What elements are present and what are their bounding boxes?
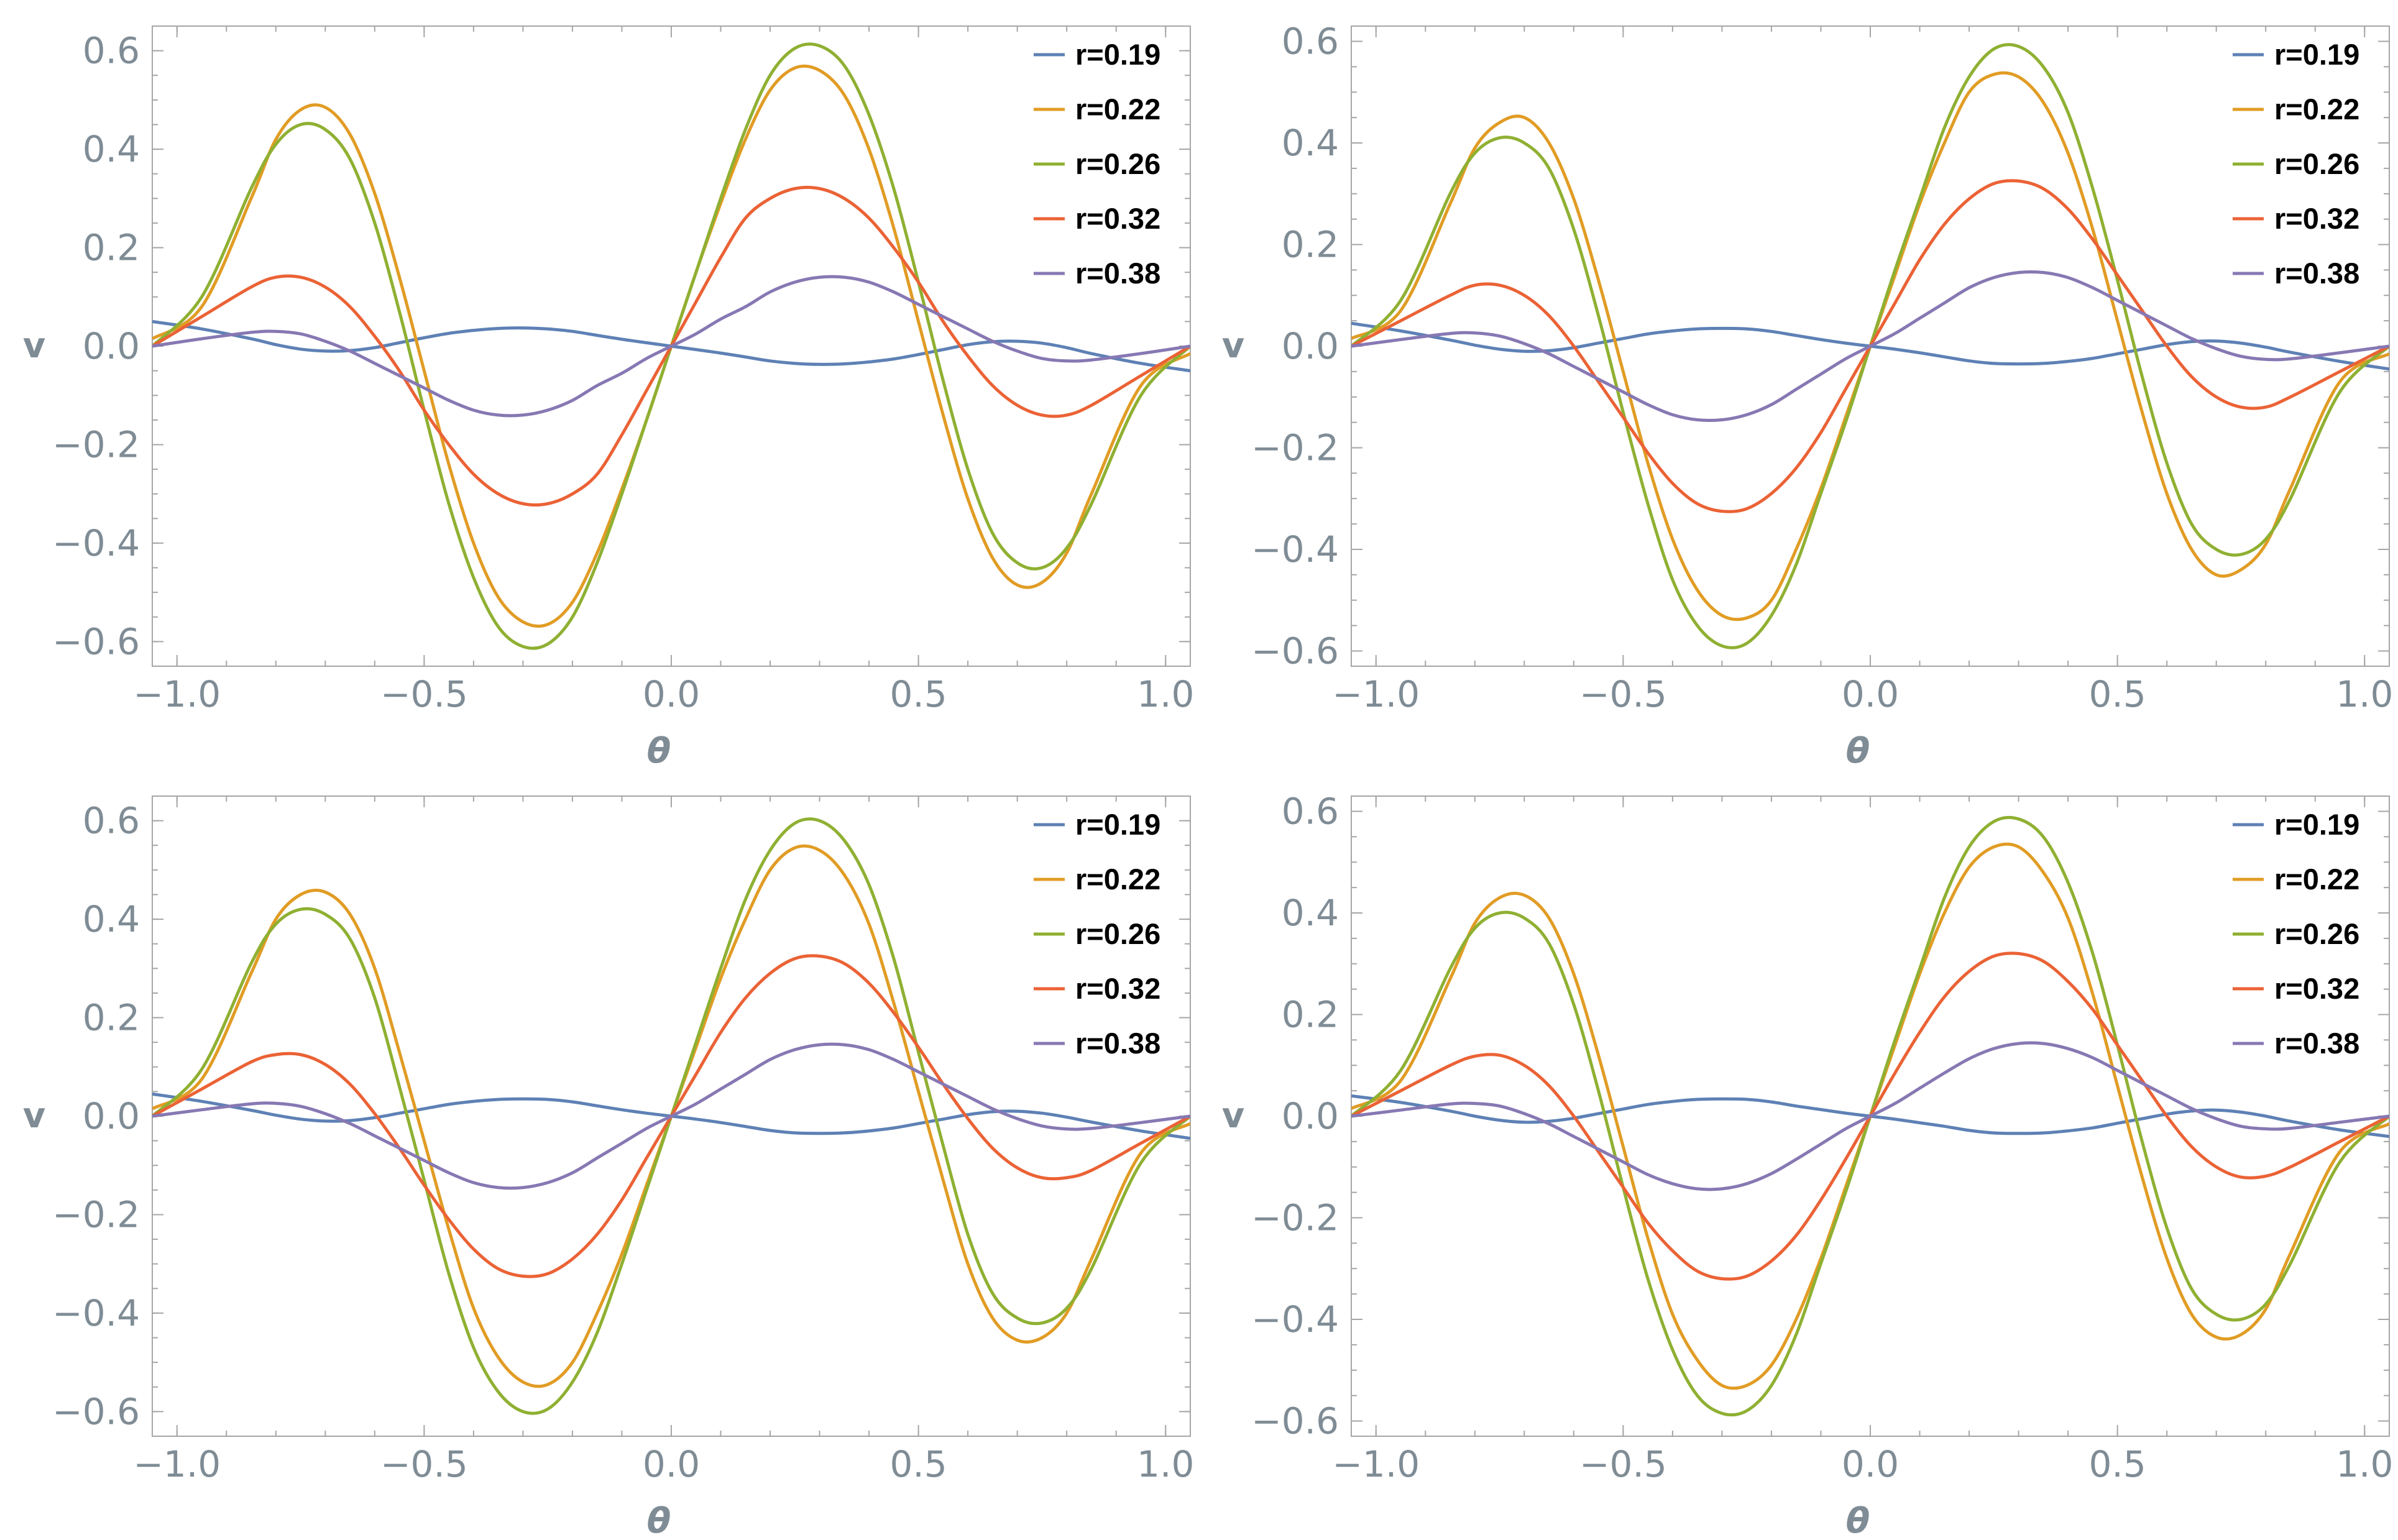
x-tick-label: 0.0 <box>1842 1443 1899 1485</box>
x-tick-label: 0.0 <box>1842 673 1899 715</box>
x-tick-label: 0.0 <box>643 673 700 715</box>
y-tick-label: 0.4 <box>83 128 140 170</box>
y-tick-label: 0.6 <box>1282 21 1339 63</box>
chart-svg-top-right: −1.0 −0.5 0.0 0.5 1.0 −0.6 −0.4 −0.2 0.0 0.2 0.4 0.… <box>1199 0 2398 770</box>
y-axis-title: v <box>23 1096 46 1136</box>
x-tick-label: 0.5 <box>2088 673 2146 715</box>
chart-panel-bottom-right: −1.0 −0.5 0.0 0.5 1.0 −0.6 −0.4 −0.2 0.0 0.2 0.4 0.… <box>1199 770 2398 1540</box>
series-lines <box>1351 817 2389 1414</box>
chart-svg-bottom-right: −1.0 −0.5 0.0 0.5 1.0 −0.6 −0.4 −0.2 0.0 0.2 0.4 0.… <box>1199 770 2398 1540</box>
y-tick-label: 0.4 <box>83 898 140 940</box>
x-tick-label: −1.0 <box>133 673 221 715</box>
legend-label-r-0-38: r=0.38 <box>2274 257 2359 290</box>
x-tick-label: 0.5 <box>889 1443 947 1485</box>
legend: r=0.19 r=0.22 r=0.26 r=0.32 r=0.38 <box>1034 38 1160 290</box>
y-tick-label: 0.4 <box>1282 892 1339 934</box>
chart-panel-top-left: −1.0 −0.5 0.0 0.5 1.0 −0.6 −0.4 −0.2 0.0 0.2 0.4 0.… <box>0 0 1199 770</box>
x-tick-label: −0.5 <box>1579 673 1667 715</box>
legend-label-r-0-38: r=0.38 <box>1075 257 1160 290</box>
legend: r=0.19 r=0.22 r=0.26 r=0.32 r=0.38 <box>2233 808 2359 1060</box>
chart-svg-top-left: −1.0 −0.5 0.0 0.5 1.0 −0.6 −0.4 −0.2 0.0 0.2 0.4 0.… <box>0 0 1199 770</box>
series-line-r-0-38 <box>152 1044 1190 1188</box>
legend-label-r-0-32: r=0.32 <box>1075 202 1160 235</box>
y-tick-label: −0.4 <box>1251 528 1339 571</box>
legend-label-r-0-22: r=0.22 <box>2274 93 2359 126</box>
legend-label-r-0-26: r=0.26 <box>1075 147 1160 180</box>
legend-label-r-0-19: r=0.19 <box>2274 38 2359 71</box>
y-tick-label: 0.0 <box>83 325 140 367</box>
y-tick-label: 0.2 <box>1282 224 1339 266</box>
y-tick-label: 0.6 <box>1282 791 1339 833</box>
x-tick-label: 1.0 <box>2336 673 2393 715</box>
legend-label-r-0-22: r=0.22 <box>1075 863 1160 896</box>
legend-label-r-0-22: r=0.22 <box>1075 93 1160 126</box>
x-tick-label: 1.0 <box>1137 1443 1194 1485</box>
y-tick-label: −0.6 <box>1251 1400 1339 1442</box>
y-tick-label: 0.0 <box>83 1095 140 1137</box>
x-tick-label: −1.0 <box>1332 673 1420 715</box>
x-axis-title: θ <box>647 731 671 770</box>
y-tick-label: −0.6 <box>52 1390 140 1432</box>
legend-label-r-0-32: r=0.32 <box>2274 972 2359 1005</box>
y-tick-label: −0.4 <box>52 1292 140 1334</box>
legend-label-r-0-19: r=0.19 <box>1075 808 1160 841</box>
x-tick-label: 0.0 <box>643 1443 700 1485</box>
x-axis-title: θ <box>1846 731 1870 770</box>
series-lines <box>1351 45 2389 648</box>
legend-label-r-0-38: r=0.38 <box>2274 1027 2359 1060</box>
legend-label-r-0-26: r=0.26 <box>2274 917 2359 950</box>
x-tick-label: −0.5 <box>380 673 468 715</box>
series-lines <box>152 819 1190 1414</box>
chart-panel-top-right: −1.0 −0.5 0.0 0.5 1.0 −0.6 −0.4 −0.2 0.0 0.2 0.4 0.… <box>1199 0 2398 770</box>
x-tick-label: −1.0 <box>133 1443 221 1485</box>
legend-label-r-0-32: r=0.32 <box>1075 972 1160 1005</box>
chart-svg-bottom-left: −1.0 −0.5 0.0 0.5 1.0 −0.6 −0.4 −0.2 0.0 0.2 0.4 0.… <box>0 770 1199 1540</box>
y-tick-label: 0.2 <box>83 997 140 1039</box>
legend-label-r-0-22: r=0.22 <box>2274 863 2359 896</box>
legend-label-r-0-26: r=0.26 <box>1075 917 1160 950</box>
y-tick-label: 0.6 <box>83 800 140 842</box>
x-tick-label: −0.5 <box>1579 1443 1667 1485</box>
y-tick-label: −0.2 <box>52 423 140 465</box>
y-tick-label: −0.6 <box>1251 630 1339 672</box>
legend: r=0.19 r=0.22 r=0.26 r=0.32 r=0.38 <box>2233 38 2359 290</box>
x-tick-label: −1.0 <box>1332 1443 1420 1485</box>
y-tick-label: −0.4 <box>52 522 140 564</box>
legend-label-r-0-32: r=0.32 <box>2274 202 2359 235</box>
x-tick-label: 0.5 <box>889 673 947 715</box>
y-tick-label: 0.4 <box>1282 122 1339 164</box>
legend-label-r-0-19: r=0.19 <box>1075 38 1160 71</box>
legend-label-r-0-38: r=0.38 <box>1075 1027 1160 1060</box>
y-axis-title: v <box>1222 326 1245 366</box>
x-tick-label: −0.5 <box>380 1443 468 1485</box>
y-tick-label: −0.2 <box>1251 426 1339 469</box>
y-tick-label: −0.6 <box>52 620 140 662</box>
x-tick-label: 1.0 <box>2336 1443 2393 1485</box>
legend-label-r-0-19: r=0.19 <box>2274 808 2359 841</box>
x-axis-title: θ <box>647 1501 671 1540</box>
y-tick-label: 0.2 <box>1282 994 1339 1036</box>
y-tick-label: −0.4 <box>1251 1298 1339 1341</box>
figure: −1.0 −0.5 0.0 0.5 1.0 −0.6 −0.4 −0.2 0.0 0.2 0.4 0.… <box>0 0 2398 1540</box>
series-lines <box>152 44 1190 648</box>
y-tick-label: 0.2 <box>83 227 140 269</box>
x-axis-title: θ <box>1846 1501 1870 1540</box>
y-tick-label: 0.0 <box>1282 325 1339 367</box>
series-line-r-0-38 <box>1351 272 2389 420</box>
y-axis-title: v <box>23 326 46 366</box>
chart-panel-bottom-left: −1.0 −0.5 0.0 0.5 1.0 −0.6 −0.4 −0.2 0.0 0.2 0.4 0.… <box>0 770 1199 1540</box>
y-tick-label: 0.6 <box>83 30 140 72</box>
legend: r=0.19 r=0.22 r=0.26 r=0.32 r=0.38 <box>1034 808 1160 1060</box>
y-tick-label: 0.0 <box>1282 1095 1339 1137</box>
x-tick-label: 1.0 <box>1137 673 1194 715</box>
y-axis-title: v <box>1222 1096 1245 1136</box>
series-line-r-0-38 <box>152 277 1190 416</box>
y-tick-label: −0.2 <box>1251 1196 1339 1239</box>
y-tick-label: −0.2 <box>52 1193 140 1235</box>
series-line-r-0-38 <box>1351 1043 2389 1189</box>
legend-label-r-0-26: r=0.26 <box>2274 147 2359 180</box>
x-tick-label: 0.5 <box>2088 1443 2146 1485</box>
